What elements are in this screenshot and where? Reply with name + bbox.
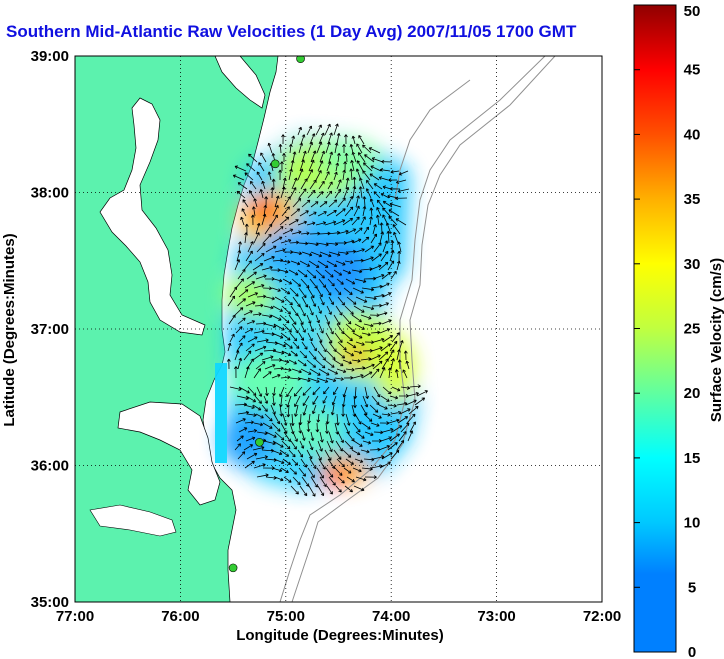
colorbar-tick-label: 10 (684, 515, 701, 532)
x-tick-label: 73:00 (477, 608, 515, 625)
y-tick-label: 35:00 (31, 594, 69, 611)
velocity-arrows (226, 123, 428, 497)
y-tick-label: 39:00 (31, 48, 69, 65)
y-axis-ticks: 39:00 38:00 37:00 36:00 35:00 (31, 48, 69, 611)
x-tick-label: 74:00 (372, 608, 410, 625)
x-tick-label: 76:00 (161, 608, 199, 625)
x-tick-label: 77:00 (56, 608, 94, 625)
x-axis-label: Longitude (Degrees:Minutes) (236, 627, 444, 644)
velocity-vectors (226, 123, 428, 497)
y-tick-label: 38:00 (31, 185, 69, 202)
pamlico-sound (117, 401, 221, 506)
y-tick-label: 36:00 (31, 458, 69, 475)
delaware-bay (214, 56, 266, 109)
colorbar-tick-label: 0 (688, 644, 696, 659)
colorbar-tick-label: 30 (684, 256, 701, 273)
colorbar-tick-label: 50 (684, 3, 701, 20)
x-tick-label: 72:00 (583, 608, 621, 625)
inland-water (89, 504, 177, 537)
y-axis-label: Latitude (Degrees:Minutes) (1, 233, 18, 426)
radar-site-marker (270, 159, 280, 169)
colorbar-tick-label: 15 (684, 450, 701, 467)
y-tick-label: 37:00 (31, 321, 69, 338)
radar-sites (228, 56, 305, 573)
grid-lines (75, 56, 602, 602)
colorbar-tick-label: 25 (684, 321, 701, 338)
x-axis-ticks: 77:00 76:00 75:00 74:00 73:00 72:00 (56, 608, 621, 625)
colorbar-tick-label: 40 (684, 126, 701, 143)
radar-site-marker (296, 56, 305, 64)
plot-frame (74, 55, 603, 603)
x-tick-label: 75:00 (267, 608, 305, 625)
colorbar-tick-label: 5 (688, 579, 696, 596)
radar-site-marker (228, 563, 238, 573)
map-title: Southern Mid-Atlantic Raw Velocities (1 … (6, 22, 577, 41)
colorbar-tick-label: 20 (684, 385, 701, 402)
colorbar-tick-label: 45 (684, 62, 701, 79)
colorbar-label: Surface Velocity (cm/s) (708, 258, 724, 422)
colorbar-tick-label: 35 (684, 191, 701, 208)
radar-site-marker (255, 437, 264, 447)
colorbar (633, 4, 677, 653)
